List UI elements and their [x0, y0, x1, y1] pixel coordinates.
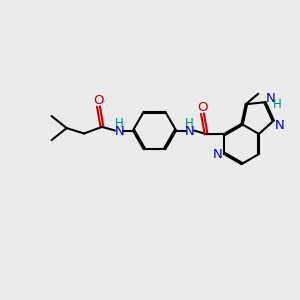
Text: N: N [274, 119, 284, 132]
Text: N: N [266, 92, 276, 105]
Text: N: N [213, 148, 222, 160]
Text: O: O [93, 94, 104, 107]
Text: N: N [185, 125, 194, 139]
Text: H: H [185, 117, 194, 130]
Text: N: N [115, 125, 124, 139]
Text: O: O [197, 101, 208, 114]
Text: H: H [115, 117, 124, 130]
Text: H: H [273, 98, 281, 111]
